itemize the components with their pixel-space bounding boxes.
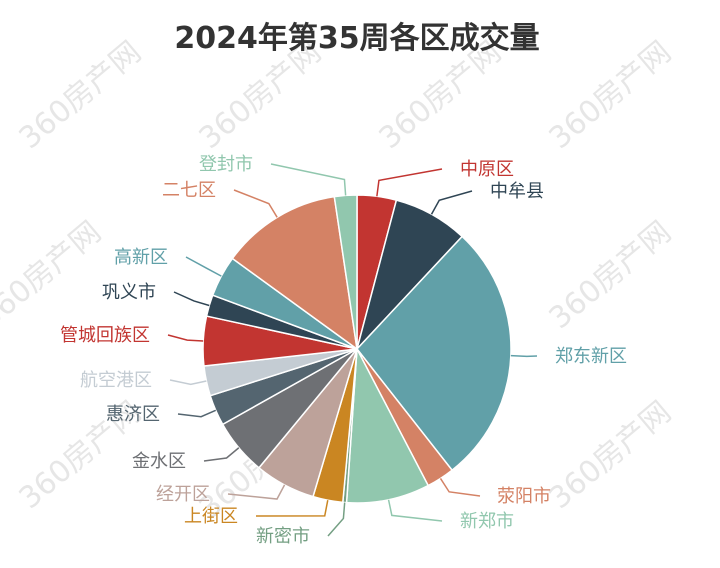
slice-label: 新密市 bbox=[256, 526, 310, 547]
label-leader-line bbox=[430, 190, 473, 215]
pie-slice[interactable] bbox=[333, 194, 358, 350]
label-leader-line bbox=[227, 484, 286, 500]
watermark-text: 360房产网 bbox=[0, 215, 108, 336]
slice-label: 巩义市 bbox=[102, 282, 156, 303]
slice-label: 金水区 bbox=[132, 451, 186, 472]
label-leader-line bbox=[327, 502, 346, 537]
watermark-text: 360房产网 bbox=[543, 35, 678, 156]
label-leader-line bbox=[203, 447, 240, 462]
label-leader-line bbox=[376, 168, 443, 197]
label-leader-line bbox=[177, 409, 217, 418]
slice-label: 郑东新区 bbox=[555, 346, 627, 367]
slice-label: 惠济区 bbox=[106, 404, 160, 425]
label-leader-line bbox=[387, 499, 443, 522]
label-leader-line bbox=[270, 163, 347, 196]
label-leader-line bbox=[173, 291, 210, 307]
label-leader-line bbox=[185, 256, 222, 277]
slice-label: 中牟县 bbox=[490, 181, 544, 202]
label-leaders bbox=[167, 163, 538, 537]
slice-label: 航空港区 bbox=[80, 370, 152, 391]
label-leader-line bbox=[255, 500, 329, 517]
slice-label: 荥阳市 bbox=[497, 486, 551, 507]
label-leader-line bbox=[167, 334, 204, 342]
label-leader-line bbox=[233, 189, 278, 218]
pie-slice[interactable] bbox=[345, 346, 430, 504]
pie-slices bbox=[202, 194, 512, 504]
watermark-text: 360房产网 bbox=[543, 395, 678, 516]
watermark-text: 360房产网 bbox=[543, 215, 678, 336]
chart-title: 2024年第35周各区成交量 bbox=[174, 21, 539, 56]
label-leader-line bbox=[169, 379, 207, 386]
slice-label: 上街区 bbox=[184, 506, 238, 527]
slice-label: 二七区 bbox=[162, 180, 216, 201]
slice-label: 经开区 bbox=[156, 484, 210, 505]
slice-label: 管城回族区 bbox=[60, 325, 150, 346]
slice-label: 新郑市 bbox=[460, 511, 514, 532]
slice-label: 高新区 bbox=[114, 247, 168, 268]
label-leader-line bbox=[510, 354, 538, 358]
slice-label: 中原区 bbox=[460, 159, 514, 180]
watermark-text: 360房产网 bbox=[13, 35, 148, 156]
label-leader-line bbox=[439, 478, 481, 497]
slice-label: 登封市 bbox=[199, 154, 253, 175]
